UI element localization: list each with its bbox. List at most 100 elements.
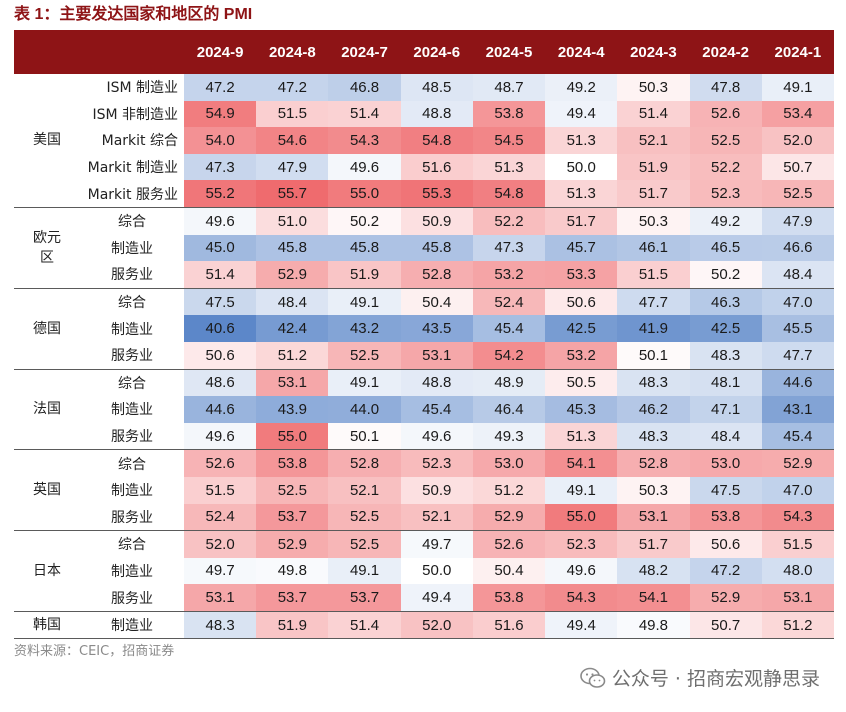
pmi-value-cell: 50.2 [328,206,401,235]
pmi-value-cell: 47.0 [761,287,834,316]
pmi-value-cell: 49.1 [328,287,401,316]
indicator-label: 服务业 [111,348,153,365]
region-label: 韩国 [14,610,80,640]
pmi-value-cell: 47.2 [689,557,762,585]
pmi-value-cell: 49.4 [400,584,473,612]
pmi-value-cell: 46.4 [472,396,546,423]
pmi-value-cell: 51.9 [256,610,329,640]
pmi-value-cell: 53.1 [617,503,690,531]
pmi-value-cell: 49.8 [617,610,690,640]
indicator-label: 制造业 [111,321,153,338]
pmi-value-cell: 48.4 [256,287,329,316]
pmi-value-cell: 48.4 [689,422,762,450]
pmi-value-cell: 51.2 [472,476,546,504]
pmi-value-cell: 45.8 [400,234,473,262]
pmi-value-cell: 49.2 [689,206,762,235]
table-body: 美国 ISM 制造业 47.2 47.2 46.8 48.5 48.7 49.2 50.3 47.… [14,74,834,640]
pmi-value-cell: 52.9 [256,261,329,289]
pmi-value-cell: 52.9 [761,449,834,477]
pmi-value-cell: 53.8 [472,100,546,128]
pmi-value-cell: 54.5 [472,127,546,154]
table-row: 服务业 53.1 53.7 53.7 49.4 53.8 54.3 54.1 52.9 53.1 [14,584,834,612]
indicator-label: 制造业 [111,563,153,580]
pmi-value-cell: 51.2 [256,341,329,370]
pmi-value-cell: 46.8 [328,74,401,101]
pmi-value-cell: 47.5 [689,476,762,504]
pmi-value-cell: 54.0 [184,127,257,154]
pmi-value-cell: 48.8 [400,368,473,397]
pmi-value-cell: 53.3 [545,261,618,289]
table-row: ISM 非制造业 54.9 51.5 51.4 48.8 53.8 49.4 51.4 52.6… [14,100,834,128]
pmi-value-cell: 53.0 [689,449,762,477]
pmi-value-cell: 51.9 [328,261,401,289]
pmi-value-cell: 50.7 [761,153,834,181]
pmi-value-cell: 52.5 [256,476,329,504]
pmi-value-cell: 55.7 [256,180,329,208]
column-header: 2024-8 [256,30,329,74]
indicator-label: 综合 [80,449,184,477]
pmi-value-cell: 49.6 [328,153,401,181]
pmi-value-cell: 52.0 [184,530,257,558]
pmi-value-cell: 51.7 [545,206,618,235]
pmi-value-cell: 45.3 [545,396,618,423]
watermark: 公众号 · 招商宏观静思录 [580,664,820,691]
table-row: 美国 ISM 制造业 47.2 47.2 46.8 48.5 48.7 49.2 50.3 47.… [14,74,834,148]
pmi-value-cell: 49.4 [545,100,618,128]
pmi-value-cell: 50.3 [617,206,690,235]
pmi-value-cell: 52.5 [761,180,834,208]
pmi-value-cell: 45.4 [761,422,834,450]
table-row: 法国 综合 48.6 53.1 49.1 48.8 48.9 50.5 48.3 48.1 44.6 [14,368,834,450]
pmi-value-cell: 51.4 [328,100,401,128]
table-row: 英国 综合 52.6 53.8 52.8 52.3 53.0 54.1 52.8 53.0 52.9 [14,449,834,531]
pmi-value-cell: 47.1 [689,396,762,423]
pmi-value-cell: 52.3 [689,180,762,208]
pmi-value-cell: 54.3 [761,503,834,531]
pmi-value-cell: 45.4 [400,396,473,423]
pmi-value-cell: 45.8 [256,234,329,262]
region-label: 德国 [14,287,80,370]
indicator-label: 服务业 [111,509,153,526]
pmi-value-cell: 52.4 [184,503,257,531]
pmi-value-cell: 54.1 [545,449,618,477]
pmi-value-cell: 52.1 [617,127,690,154]
pmi-value-cell: 52.5 [689,127,762,154]
pmi-value-cell: 52.4 [472,287,546,316]
pmi-value-cell: 52.8 [617,449,690,477]
pmi-value-cell: 42.5 [689,315,762,342]
pmi-value-cell: 55.3 [400,180,473,208]
pmi-value-cell: 46.5 [689,234,762,262]
source-note: 资料来源：CEIC，招商证券 [14,644,175,659]
indicator-label: 综合 [80,287,184,316]
pmi-value-cell: 50.4 [472,557,546,585]
pmi-value-cell: 49.7 [184,557,257,585]
indicator-label: 制造业 [111,402,153,419]
pmi-value-cell: 50.1 [328,422,401,450]
pmi-value-cell: 50.6 [184,341,257,370]
pmi-value-cell: 53.2 [545,341,618,370]
pmi-value-cell: 54.3 [545,584,618,612]
table-row: 欧元区 综合 49.6 51.0 50.2 50.9 52.2 51.7 50.3 49.2 47.… [14,206,834,289]
pmi-value-cell: 48.6 [184,368,257,397]
indicator-label: ISM 制造业 [106,80,178,97]
indicator-label: 综合 [80,530,184,558]
pmi-value-cell: 47.3 [472,234,546,262]
table-title: 表 1：主要发达国家和地区的 PMI [14,6,253,23]
pmi-value-cell: 51.7 [617,180,690,208]
pmi-value-cell: 54.1 [617,584,690,612]
wechat-icon [580,667,606,688]
pmi-value-cell: 44.6 [761,368,834,397]
pmi-value-cell: 45.7 [545,234,618,262]
pmi-value-cell: 48.5 [400,74,473,101]
pmi-value-cell: 50.6 [545,287,618,316]
column-header: 2024-5 [472,30,546,74]
pmi-value-cell: 54.6 [256,127,329,154]
header-blank-region [14,30,80,74]
pmi-value-cell: 50.6 [689,530,762,558]
indicator-label: ISM 非制造业 [92,106,178,123]
pmi-value-cell: 54.8 [472,180,546,208]
watermark-text: 公众号 · 招商宏观静思录 [611,668,820,690]
pmi-value-cell: 52.8 [400,261,473,289]
pmi-value-cell: 51.3 [545,180,618,208]
pmi-value-cell: 46.3 [689,287,762,316]
pmi-value-cell: 51.9 [617,153,690,181]
